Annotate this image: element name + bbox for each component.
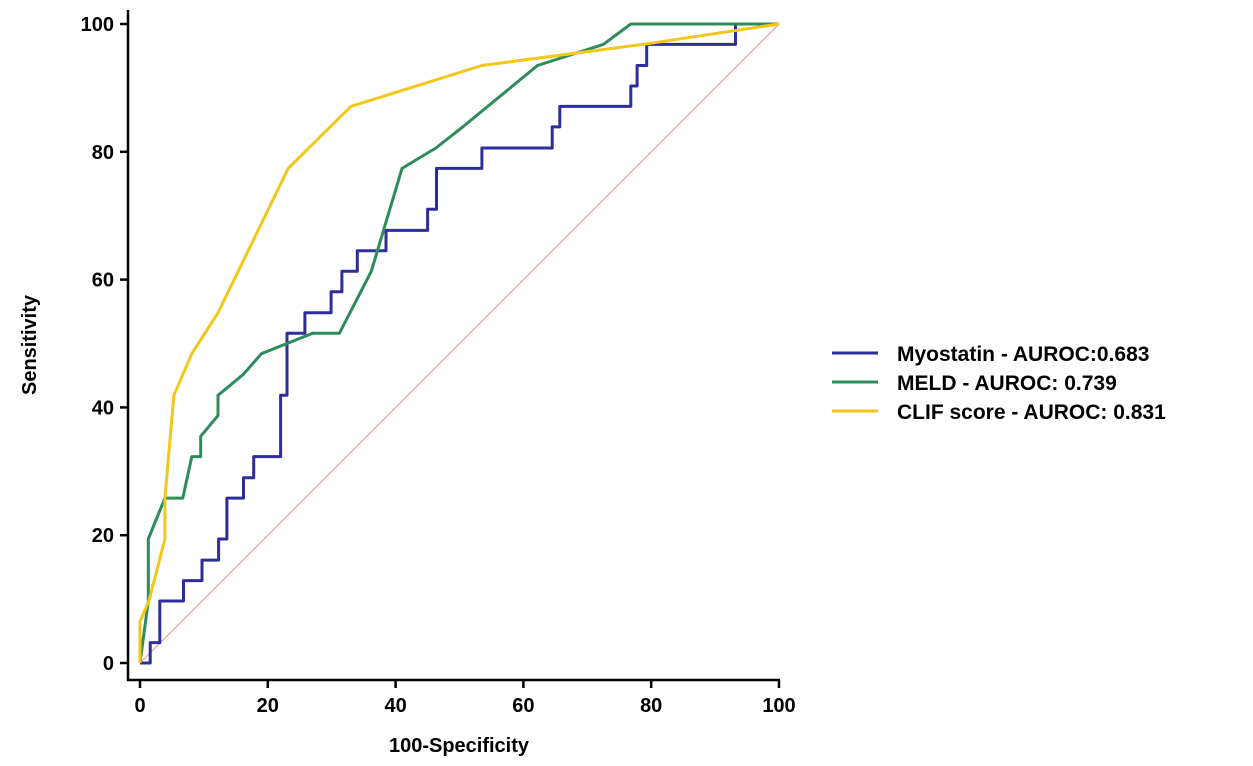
series-line-1	[138, 22, 779, 664]
series-line-2	[138, 22, 780, 663]
x-tick-label: 20	[257, 695, 279, 717]
y-tick-label: 40	[92, 397, 114, 419]
x-tick-label: 0	[134, 695, 145, 717]
x-tick-label: 100	[762, 695, 795, 717]
x-tick-label: 60	[512, 695, 534, 717]
reference-layer	[139, 23, 780, 664]
legend-label-0: Myostatin - AUROC:0.683	[897, 343, 1149, 366]
x-tick-label: 80	[640, 695, 662, 717]
series-layer	[138, 22, 780, 665]
y-tick-label: 60	[92, 270, 114, 292]
reference-diagonal-line	[139, 23, 780, 664]
y-axis-title: Sensitivity	[19, 294, 41, 395]
legend-label-2: CLIF score - AUROC: 0.831	[897, 401, 1166, 424]
y-tick-label: 100	[81, 14, 114, 36]
y-tick-label: 80	[92, 142, 114, 164]
series-line-0	[140, 22, 779, 665]
legend-label-1: MELD - AUROC: 0.739	[897, 372, 1117, 395]
x-tick-label: 40	[384, 695, 406, 717]
legend: Myostatin - AUROC:0.683 MELD - AUROC: 0.7…	[832, 343, 1166, 424]
axes-layer: 0 20 40 60 80 100 0 20 40 60 80 100	[81, 10, 796, 717]
x-axis-title: 100-Specificity	[389, 735, 530, 757]
y-tick-label: 20	[92, 525, 114, 547]
y-tick-label: 0	[103, 653, 114, 675]
